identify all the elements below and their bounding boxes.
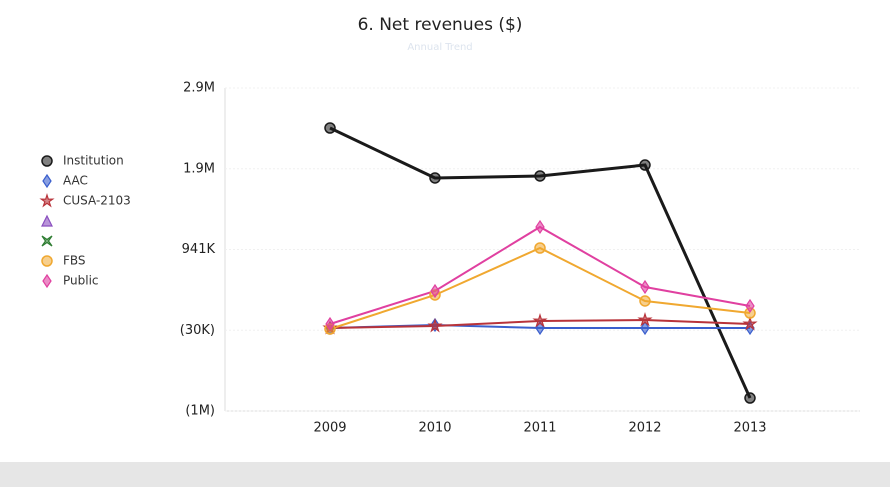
y-tick-label: 941K bbox=[182, 242, 216, 257]
data-point bbox=[427, 318, 443, 333]
legend-label: FBS bbox=[63, 254, 86, 268]
y-tick-label: (30K) bbox=[180, 323, 215, 338]
data-point bbox=[639, 295, 651, 307]
x-tick-label: 2012 bbox=[628, 421, 661, 436]
data-point bbox=[324, 122, 336, 134]
x-tick-label: 2010 bbox=[418, 421, 451, 436]
legend-marker bbox=[42, 173, 52, 189]
legend-label: Public bbox=[63, 274, 99, 288]
legend-marker bbox=[41, 155, 53, 167]
legend-marker bbox=[41, 235, 53, 247]
legend-marker bbox=[41, 255, 53, 267]
data-point bbox=[640, 320, 650, 336]
data-point bbox=[534, 242, 546, 254]
data-point bbox=[742, 316, 758, 331]
legend-marker bbox=[41, 214, 53, 227]
chart-subtitle: Annual Trend bbox=[407, 42, 472, 53]
data-point bbox=[430, 283, 440, 299]
data-point bbox=[325, 316, 335, 332]
data-point bbox=[535, 219, 545, 235]
x-tick-label: 2013 bbox=[733, 421, 766, 436]
y-tick-label: 2.9M bbox=[183, 81, 215, 96]
y-tick-label: (1M) bbox=[185, 404, 215, 419]
x-tick-label: 2011 bbox=[523, 421, 556, 436]
data-point bbox=[637, 312, 653, 327]
data-point bbox=[744, 392, 756, 404]
y-tick-label: 1.9M bbox=[183, 161, 215, 176]
legend-label: Institution bbox=[63, 154, 124, 168]
footer-band bbox=[0, 462, 890, 487]
x-tick-label: 2009 bbox=[313, 421, 346, 436]
data-point bbox=[532, 313, 548, 328]
legend-label: AAC bbox=[63, 174, 88, 188]
legend-marker bbox=[39, 193, 55, 208]
legend-marker bbox=[42, 273, 52, 289]
data-point bbox=[745, 298, 755, 314]
data-point bbox=[640, 279, 650, 295]
data-point bbox=[534, 170, 546, 182]
legend-label: CUSA-2103 bbox=[63, 194, 131, 208]
data-point bbox=[639, 159, 651, 171]
data-point bbox=[429, 172, 441, 184]
chart-title: 6. Net revenues ($) bbox=[358, 15, 523, 35]
